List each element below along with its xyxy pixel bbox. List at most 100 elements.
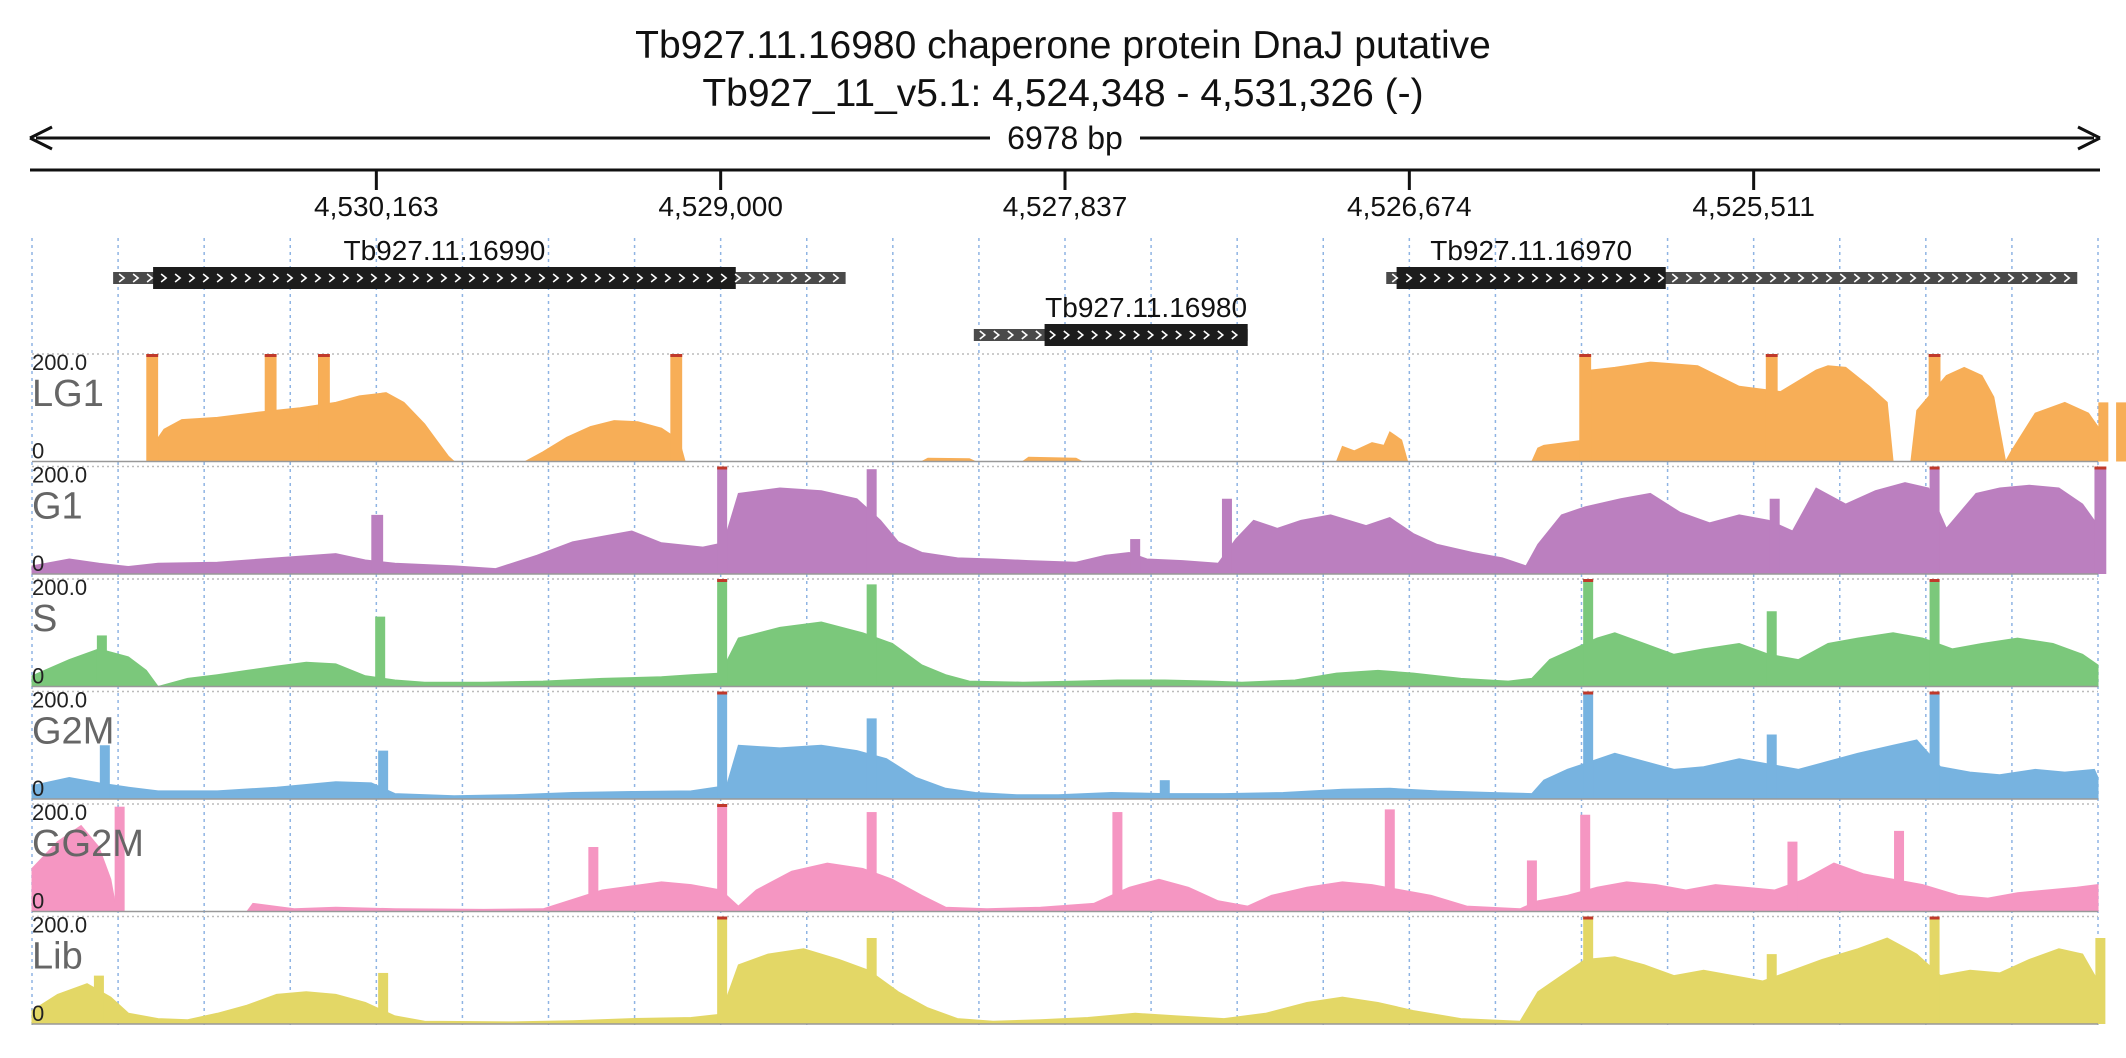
coverage-area xyxy=(31,937,2099,1025)
coverage-spike xyxy=(1526,860,1537,912)
clip-marker xyxy=(146,354,159,357)
track-gg2m: 200.0 0 GG2M xyxy=(31,800,2099,914)
gridlines xyxy=(31,238,2099,1027)
track-label: S xyxy=(32,598,57,640)
coverage-area xyxy=(31,621,2099,688)
gene-label: Tb927.11.16980 xyxy=(1045,292,1247,323)
coverage-spike xyxy=(717,466,728,574)
coverage-spike xyxy=(378,972,389,1024)
gene-strand-arrows xyxy=(118,273,840,283)
coverage-spike xyxy=(866,584,877,687)
track-max-label: 200.0 xyxy=(32,575,87,600)
coverage-spike xyxy=(2098,402,2109,462)
coverage-spike xyxy=(866,718,877,799)
coverage-spike xyxy=(1769,498,1780,574)
axis-tick-label: 4,525,511 xyxy=(1692,191,1815,222)
coverage-spike xyxy=(866,938,877,1024)
track-g1: 200.0 0 G1 xyxy=(31,463,2107,576)
chart-title: Tb927.11.16980 chaperone protein DnaJ pu… xyxy=(635,24,1491,67)
clip-marker xyxy=(318,354,330,357)
track-max-label: 200.0 xyxy=(32,688,87,713)
coverage-spike xyxy=(1221,498,1232,574)
span-arrow-left-head xyxy=(29,125,53,151)
clip-marker xyxy=(717,579,728,582)
clip-marker xyxy=(1929,916,1940,920)
coverage-spike xyxy=(1130,539,1141,574)
coverage-spike xyxy=(670,354,683,462)
coverage-spike xyxy=(146,354,159,462)
track-label: G1 xyxy=(32,486,83,528)
coverage-area xyxy=(31,824,2099,912)
coverage-spike xyxy=(264,354,277,462)
span-arrow-right-head xyxy=(2077,125,2101,151)
chart-subtitle: Tb927_11_v5.1: 4,524,348 - 4,531,326 (-) xyxy=(702,72,1424,115)
coverage-spike xyxy=(1384,809,1395,912)
coverage-spike xyxy=(96,635,107,687)
coverage-spike xyxy=(93,975,104,1024)
coverage-spike xyxy=(1928,354,1941,462)
coverage-spike xyxy=(1766,611,1777,687)
clip-marker xyxy=(1583,579,1594,582)
coverage-area xyxy=(31,739,2099,800)
coverage-spike xyxy=(1580,814,1591,912)
span-indicator: 6978 bp xyxy=(29,120,2101,156)
coverage-spike xyxy=(2116,402,2126,462)
coverage-spike xyxy=(1579,354,1592,462)
coverage-spike xyxy=(1766,954,1777,1024)
axis-tick-label: 4,530,163 xyxy=(314,191,439,222)
coverage-area xyxy=(32,361,2099,463)
track-max-label: 200.0 xyxy=(32,800,87,825)
clip-marker xyxy=(1579,354,1592,357)
track-max-label: 200.0 xyxy=(32,913,87,938)
gene-cds xyxy=(153,267,736,289)
track-min-label: 0 xyxy=(32,889,44,914)
coverage-spike xyxy=(588,847,599,912)
clip-marker xyxy=(1929,579,1940,582)
track-min-label: 0 xyxy=(32,664,44,689)
coverage-spike xyxy=(717,916,728,1024)
coverage-spike xyxy=(2095,938,2106,1024)
coverage-spike xyxy=(717,691,728,799)
track-label: Lib xyxy=(32,936,83,978)
coverage-spike xyxy=(1894,830,1905,912)
clip-marker xyxy=(1583,691,1594,695)
axis-tick-label: 4,527,837 xyxy=(1003,191,1128,222)
track-lg1: 200.0 0 LG1 xyxy=(32,350,2126,464)
coverage-spike xyxy=(1929,466,1940,574)
track-lib: 200.0 0 Lib xyxy=(31,913,2106,1026)
gene-strand-arrows xyxy=(979,330,1239,340)
coordinate-axis: 4,530,163 4,529,000 4,527,837 4,526,674 4,52… xyxy=(30,168,2100,222)
coverage-spike xyxy=(375,616,386,687)
coverage-spike xyxy=(1766,734,1777,799)
clip-marker xyxy=(1583,916,1594,920)
span-label: 6978 bp xyxy=(1007,120,1123,156)
coverage-spike xyxy=(1929,691,1940,799)
clip-marker xyxy=(670,354,683,357)
track-max-label: 200.0 xyxy=(32,463,87,488)
gene-annotations: Tb927.11.16990 Tb927.11.16980 Tb927.11.169… xyxy=(113,235,2078,346)
coverage-spike xyxy=(866,812,877,912)
clip-marker xyxy=(717,804,728,807)
gene-cds xyxy=(1396,267,1666,289)
track-min-label: 0 xyxy=(32,1001,44,1026)
coverage-spike xyxy=(2094,466,2107,574)
track-min-label: 0 xyxy=(32,776,44,801)
clip-marker xyxy=(717,466,728,470)
track-max-label: 200.0 xyxy=(32,350,87,375)
track-min-label: 0 xyxy=(32,551,44,576)
coverage-spike xyxy=(1583,691,1594,799)
coverage-spike xyxy=(371,514,384,574)
track-label: LG1 xyxy=(32,373,104,415)
coverage-spike xyxy=(1159,780,1170,799)
coverage-spike xyxy=(866,469,877,574)
track-s: 200.0 0 S xyxy=(31,575,2099,689)
track-g2m: 200.0 0 G2M xyxy=(31,688,2099,801)
coverage-spike xyxy=(717,804,728,912)
track-label: GG2M xyxy=(32,823,144,865)
coverage-spike xyxy=(1765,354,1778,462)
clip-marker xyxy=(264,354,277,357)
coverage-spike xyxy=(717,579,728,687)
clip-marker xyxy=(717,916,728,920)
axis-tick-label: 4,526,674 xyxy=(1347,191,1472,222)
